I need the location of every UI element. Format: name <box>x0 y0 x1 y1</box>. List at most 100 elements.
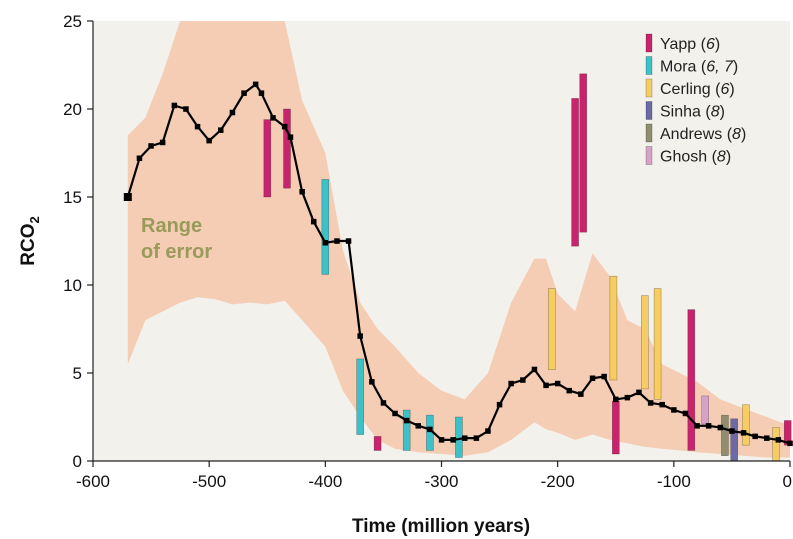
legend-label-andrews: Andrews (8) <box>660 126 746 143</box>
line-marker <box>554 380 561 387</box>
legend-swatch-cerling <box>645 78 653 98</box>
line-marker <box>258 90 265 96</box>
line-marker <box>438 437 445 443</box>
legend-label-ghosh: Ghosh (8) <box>660 149 731 166</box>
line-marker <box>752 433 758 440</box>
line-marker <box>473 435 480 441</box>
line-marker <box>450 437 456 443</box>
proxy-bar-andrews <box>721 414 729 457</box>
y-axis-title: RCO2 <box>18 216 42 265</box>
x-tick-label: -100 <box>657 472 691 491</box>
line-marker <box>659 401 665 408</box>
legend-label-yapp: Yapp (6) <box>660 36 720 53</box>
x-tick-label: -300 <box>424 472 458 491</box>
line-marker <box>345 238 352 244</box>
line-marker <box>520 377 526 383</box>
line-marker <box>171 102 178 109</box>
line-marker <box>159 139 166 146</box>
legend-label-mora: Mora (6, 7) <box>660 59 738 76</box>
x-axis-title: Time (million years) <box>352 516 530 537</box>
line-marker <box>624 394 631 401</box>
line-marker <box>369 379 375 385</box>
proxy-bar-mora <box>455 416 463 458</box>
error-band <box>127 21 791 458</box>
line-marker <box>403 417 410 424</box>
line-marker <box>647 400 654 406</box>
proxy-bar-yapp <box>263 119 272 198</box>
line-marker <box>357 333 363 339</box>
line-marker <box>148 143 154 149</box>
proxy-bar-yapp <box>579 73 588 233</box>
svg-text:RCO2: RCO2 <box>18 216 42 265</box>
line-marker <box>183 106 189 112</box>
legend-swatch-mora <box>645 56 653 75</box>
legend-swatch-andrews <box>645 123 653 143</box>
proxy-bar-cerling <box>742 404 750 446</box>
line-marker <box>705 423 712 429</box>
line-marker <box>123 193 132 201</box>
y-tick-label: 20 <box>63 100 82 119</box>
line-marker <box>775 437 782 443</box>
line-marker <box>194 123 201 130</box>
proxy-bar-cerling <box>548 288 556 370</box>
proxy-bar-mora <box>402 409 411 451</box>
line-marker <box>229 109 236 116</box>
y-tick-label: 25 <box>63 12 82 31</box>
line-marker <box>206 137 212 144</box>
proxy-bar-cerling <box>772 427 780 462</box>
line-marker <box>392 410 398 417</box>
line-marker <box>531 366 538 373</box>
line-marker <box>334 238 340 244</box>
line-marker <box>543 382 549 389</box>
legend-swatch-sinha <box>645 101 653 120</box>
proxy-bar-cerling <box>640 295 649 390</box>
line-marker <box>299 189 305 195</box>
line-marker <box>729 428 735 434</box>
line-marker <box>287 134 294 140</box>
line-marker <box>270 115 276 121</box>
proxy-bar-sinha <box>730 418 739 462</box>
proxy-bar-yapp <box>373 436 382 451</box>
line-marker <box>740 430 747 436</box>
proxy-bar-cerling <box>609 275 618 381</box>
line-marker <box>764 435 770 441</box>
line-marker <box>485 428 491 434</box>
line-marker <box>241 90 247 96</box>
proxy-bar-yapp <box>571 98 579 247</box>
y-tick-label: 15 <box>63 188 82 207</box>
line-marker <box>462 435 468 441</box>
legend-swatch-ghosh <box>645 146 653 165</box>
legend: Yapp (6) Mora (6, 7) Cerling (6) Sinha (8) A… <box>645 33 746 166</box>
proxy-bar-mora <box>321 179 330 275</box>
y-tick-label: 10 <box>63 276 82 295</box>
proxy-bar-mora <box>356 358 365 435</box>
proxy-bar-cerling <box>653 288 662 400</box>
line-marker <box>601 373 607 380</box>
legend-label-cerling: Cerling (6) <box>660 81 735 98</box>
line-marker <box>671 407 677 413</box>
proxy-bar-yapp <box>283 108 291 189</box>
line-marker <box>252 81 259 88</box>
annotation-range-line2: of error <box>141 241 212 263</box>
line-marker <box>380 400 387 406</box>
proxy-bar-ghosh <box>701 395 710 425</box>
legend-swatch-yapp <box>645 33 653 53</box>
line-marker <box>218 127 224 133</box>
line-marker <box>613 396 619 403</box>
line-marker <box>415 423 421 429</box>
line-marker <box>682 410 689 417</box>
y-tick-label: 5 <box>73 364 82 383</box>
line-marker <box>787 440 793 447</box>
line-marker <box>427 426 433 433</box>
line-marker <box>508 380 514 387</box>
x-tick-label: 0 <box>783 472 792 491</box>
line-marker <box>496 401 503 408</box>
x-tick-label: -200 <box>541 472 575 491</box>
line-marker <box>311 218 317 225</box>
proxy-bar-yapp <box>611 400 620 455</box>
annotation-range-line1: Range <box>141 215 202 237</box>
line-marker <box>566 387 572 394</box>
x-tick-label: -500 <box>192 472 226 491</box>
line-marker <box>136 155 143 161</box>
